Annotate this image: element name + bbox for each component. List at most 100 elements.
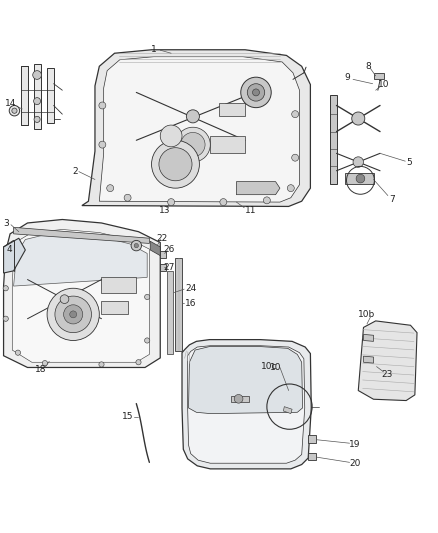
Circle shape (70, 311, 77, 318)
Circle shape (263, 197, 270, 204)
Polygon shape (187, 346, 305, 463)
Circle shape (12, 108, 17, 114)
Polygon shape (188, 346, 303, 414)
Circle shape (352, 112, 365, 125)
Circle shape (55, 296, 92, 333)
Circle shape (220, 199, 227, 206)
Circle shape (292, 111, 299, 118)
Polygon shape (308, 435, 316, 443)
Circle shape (136, 360, 141, 365)
Polygon shape (102, 301, 127, 314)
Circle shape (145, 338, 150, 343)
Circle shape (99, 362, 104, 367)
Polygon shape (358, 321, 417, 400)
Polygon shape (34, 64, 41, 130)
Text: 22: 22 (156, 233, 167, 243)
Polygon shape (14, 228, 149, 244)
Polygon shape (283, 407, 292, 414)
Text: 23: 23 (381, 370, 392, 379)
Circle shape (9, 106, 20, 116)
Polygon shape (102, 277, 136, 293)
Circle shape (33, 71, 42, 79)
Text: 5: 5 (407, 158, 413, 167)
Polygon shape (345, 173, 374, 184)
Text: 10c: 10c (261, 362, 277, 371)
Text: 7: 7 (389, 195, 395, 204)
Text: 9: 9 (345, 72, 350, 82)
Circle shape (99, 141, 106, 148)
Circle shape (186, 110, 199, 123)
Polygon shape (99, 56, 300, 202)
Polygon shape (374, 73, 385, 79)
Text: 4: 4 (7, 246, 12, 254)
Polygon shape (14, 232, 147, 286)
Polygon shape (364, 356, 374, 363)
Text: 10: 10 (378, 80, 389, 89)
Circle shape (134, 244, 138, 248)
Circle shape (234, 394, 243, 403)
Circle shape (292, 154, 299, 161)
Circle shape (99, 102, 106, 109)
Polygon shape (160, 264, 166, 271)
Polygon shape (4, 220, 160, 367)
Text: 18: 18 (35, 365, 46, 374)
Polygon shape (4, 238, 25, 273)
Polygon shape (210, 136, 245, 154)
Text: 3: 3 (3, 220, 9, 228)
Text: 13: 13 (159, 206, 170, 215)
Polygon shape (219, 103, 245, 116)
Polygon shape (21, 66, 28, 125)
Text: 11: 11 (244, 206, 256, 215)
Circle shape (241, 77, 271, 108)
Circle shape (42, 360, 47, 366)
Circle shape (253, 89, 259, 96)
Text: 8: 8 (365, 62, 371, 71)
Text: 19: 19 (349, 440, 360, 449)
Polygon shape (160, 251, 166, 258)
Polygon shape (237, 182, 280, 195)
Circle shape (131, 240, 141, 251)
Polygon shape (364, 334, 374, 341)
Circle shape (159, 148, 192, 181)
Text: 2: 2 (72, 167, 78, 176)
Circle shape (152, 140, 199, 188)
Polygon shape (182, 340, 311, 469)
Circle shape (47, 288, 99, 341)
Circle shape (168, 199, 175, 206)
Text: 15: 15 (122, 412, 133, 421)
Text: 10b: 10b (358, 310, 376, 319)
Circle shape (181, 133, 205, 157)
Polygon shape (176, 258, 182, 351)
Text: 10: 10 (270, 363, 281, 372)
Circle shape (356, 174, 365, 183)
Polygon shape (167, 271, 173, 353)
Circle shape (15, 350, 21, 356)
Text: 24: 24 (185, 284, 196, 293)
Text: 16: 16 (185, 299, 197, 308)
Circle shape (60, 295, 69, 303)
Polygon shape (12, 230, 149, 362)
Circle shape (287, 184, 294, 192)
Text: 20: 20 (349, 459, 360, 468)
Circle shape (3, 286, 8, 291)
Circle shape (107, 184, 114, 192)
Text: 1: 1 (151, 45, 157, 54)
Text: 14: 14 (5, 99, 17, 108)
Polygon shape (308, 453, 316, 460)
Polygon shape (82, 50, 311, 206)
Circle shape (353, 157, 364, 167)
Polygon shape (47, 68, 53, 123)
Circle shape (34, 98, 41, 104)
Circle shape (3, 316, 8, 321)
Circle shape (34, 116, 40, 123)
Polygon shape (330, 94, 336, 184)
Circle shape (64, 305, 83, 324)
Circle shape (176, 127, 210, 162)
Circle shape (124, 194, 131, 201)
Circle shape (160, 125, 182, 147)
Polygon shape (231, 396, 250, 402)
Circle shape (145, 294, 150, 300)
Circle shape (247, 84, 265, 101)
Text: 26: 26 (163, 246, 175, 254)
Text: 27: 27 (163, 263, 175, 272)
